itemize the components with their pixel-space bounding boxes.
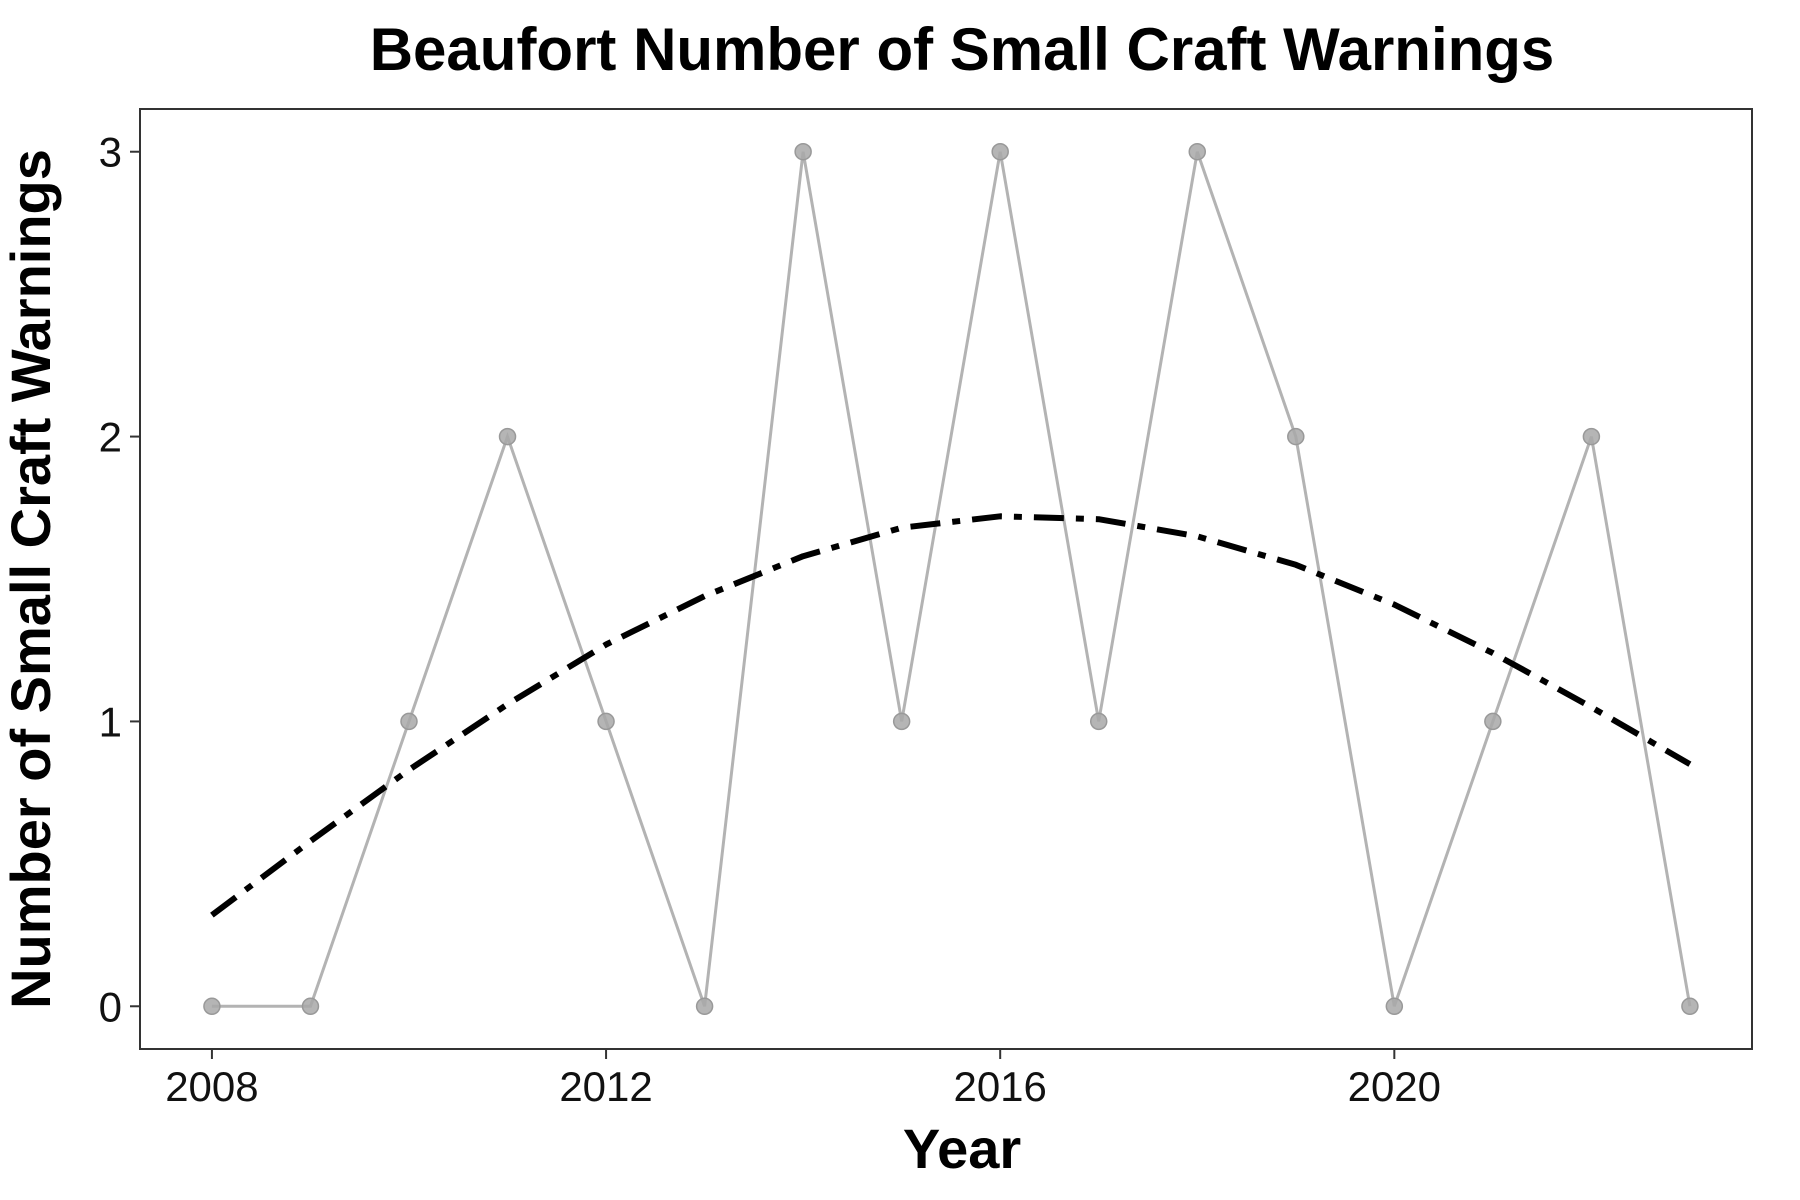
data-point (597, 712, 615, 731)
y-axis: 0 1 2 3 (99, 129, 140, 1030)
y-tick-label: 0 (99, 983, 122, 1030)
chart-title: Beaufort Number of Small Craft Warnings (370, 16, 1555, 83)
plot-panel (139, 108, 1753, 1050)
data-point (1582, 427, 1601, 446)
data-point (301, 997, 320, 1016)
x-tick-label: 2008 (165, 1063, 258, 1110)
data-point (1484, 712, 1502, 731)
data-point (1089, 712, 1108, 731)
x-tick-label: 2020 (1348, 1063, 1441, 1110)
data-point (1385, 997, 1404, 1016)
data-point (892, 712, 911, 731)
data-point (203, 997, 221, 1016)
data-point (991, 142, 1009, 161)
x-tick-label: 2012 (559, 1063, 652, 1110)
y-tick-label: 2 (99, 414, 122, 461)
data-point (695, 997, 714, 1016)
x-axis-title: Year (903, 1117, 1021, 1180)
data-point (1681, 997, 1699, 1016)
y-axis-title: Number of Small Craft Warnings (0, 149, 62, 1009)
y-tick-label: 1 (99, 698, 122, 745)
data-point (794, 142, 812, 161)
x-axis: 2008 2012 2016 2020 (165, 1049, 1441, 1110)
series-layer (203, 142, 1699, 1016)
x-tick-label: 2016 (953, 1063, 1046, 1110)
data-point (400, 712, 418, 731)
data-point (1188, 142, 1207, 161)
data-point (498, 427, 517, 446)
data-point (1287, 427, 1305, 446)
series-line (211, 151, 1692, 1008)
y-tick-label: 3 (99, 129, 122, 176)
